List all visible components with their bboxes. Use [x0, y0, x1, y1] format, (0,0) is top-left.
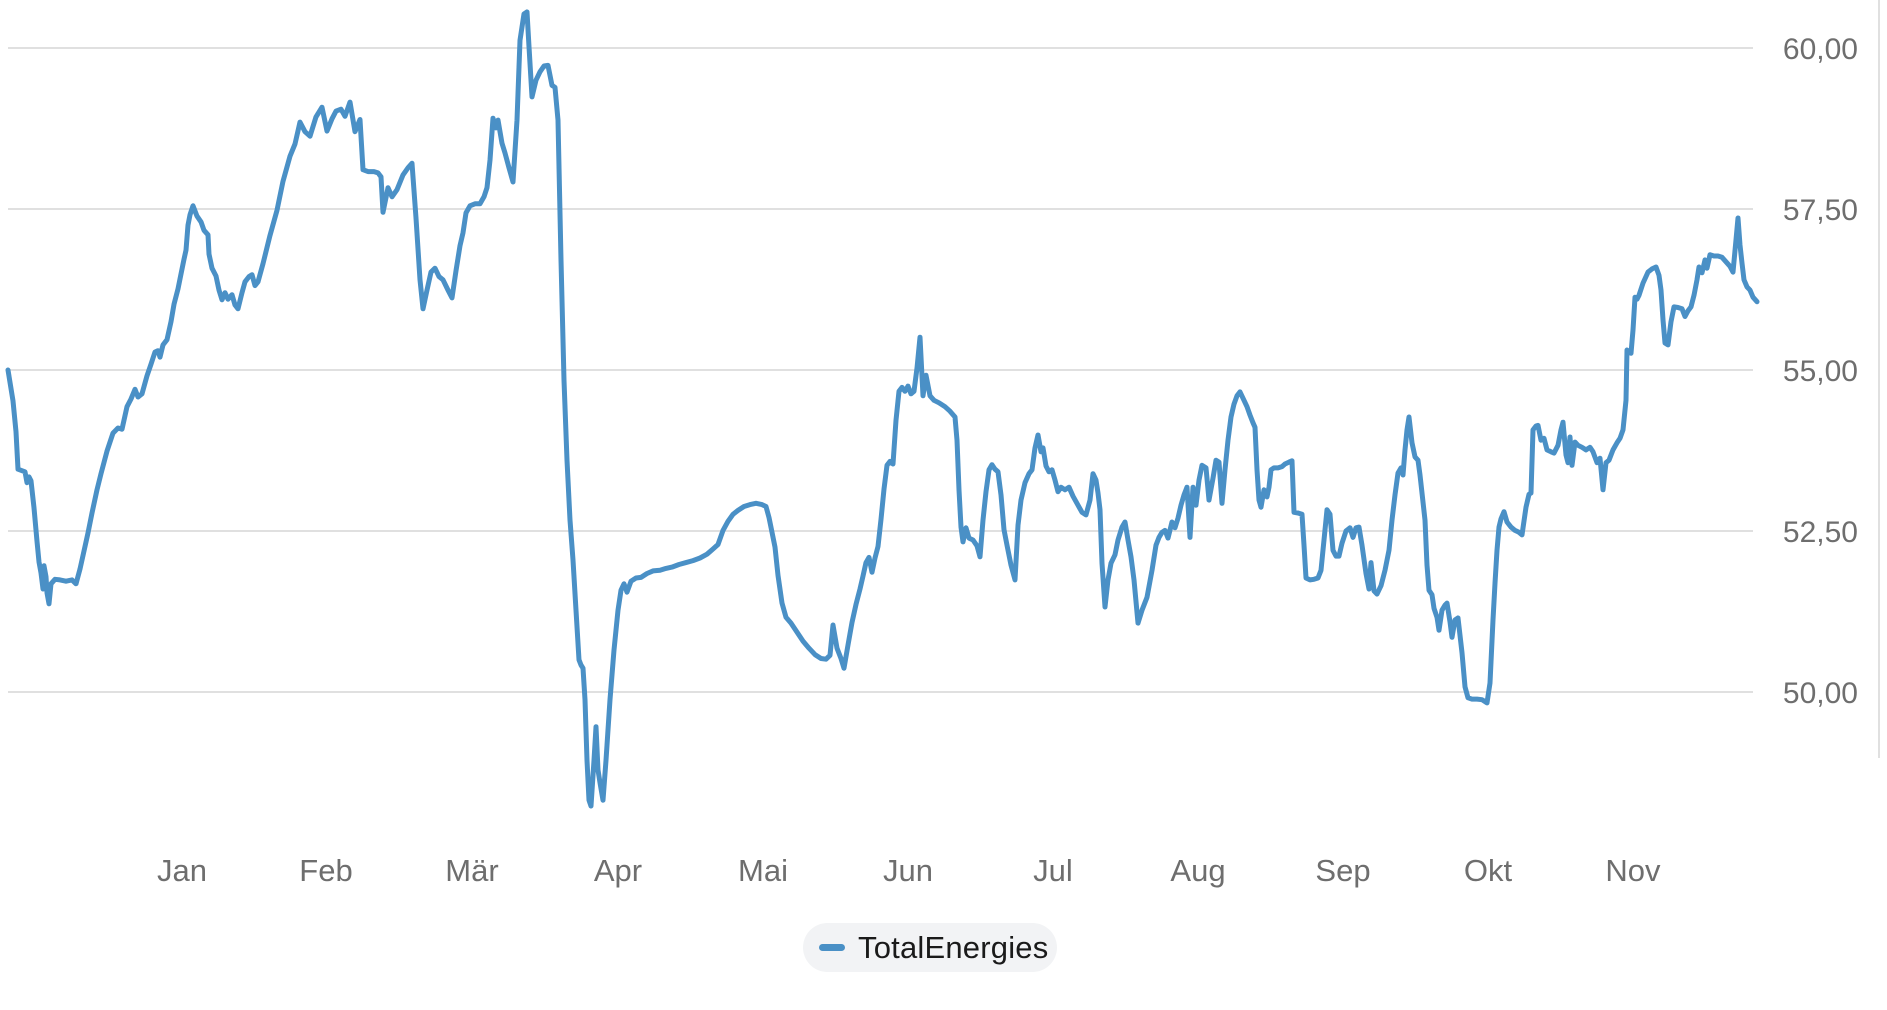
y-axis-label: 50,00 [1783, 677, 1858, 710]
x-axis-label: Jul [1033, 853, 1073, 888]
x-axis-label: Mär [445, 853, 498, 888]
x-axis-label: Aug [1170, 853, 1225, 888]
x-axis-label: Feb [299, 853, 352, 888]
x-axis-label: Jun [883, 853, 933, 888]
y-axis-label: 60,00 [1783, 33, 1858, 66]
x-axis-label: Mai [738, 853, 788, 888]
legend-label: TotalEnergies [858, 929, 1049, 965]
x-axis-label: Sep [1315, 853, 1370, 888]
y-axis-label: 57,50 [1783, 194, 1858, 227]
y-axis-label: 52,50 [1783, 516, 1858, 549]
x-axis-label: Apr [594, 853, 642, 888]
legend-item-totalenergies[interactable]: TotalEnergies [803, 923, 1057, 972]
x-axis-label: Nov [1605, 853, 1661, 888]
legend-line-marker-icon [819, 944, 845, 951]
x-axis-label: Okt [1464, 853, 1513, 888]
price-line-totalenergies [5, 9, 1760, 809]
y-axis-label: 55,00 [1783, 355, 1858, 388]
x-axis-label: Jan [157, 853, 207, 888]
